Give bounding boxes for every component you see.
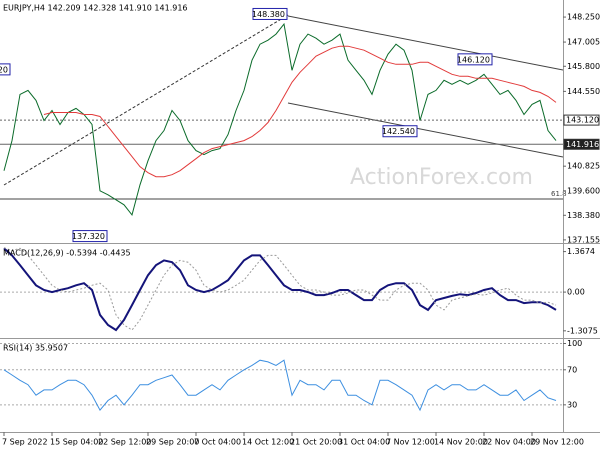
annotation-box [72, 230, 108, 243]
trend-line [3, 14, 289, 186]
series-line [3, 247, 557, 332]
x-tick-label: 14 Nov 20:00 [434, 438, 488, 447]
annotation: 146.120 [457, 55, 490, 64]
annotation: 137.320 [72, 232, 105, 241]
x-tick-label: 22 Sep 12:00 [98, 438, 151, 447]
y-tick-label: 139.600 [567, 186, 600, 195]
y-tick-label: 140.825 [567, 162, 600, 171]
price-label: 143.120 [566, 116, 599, 125]
price-label-box [563, 114, 600, 126]
y-tick-label: 30 [567, 400, 577, 409]
y-tick-label: 1.3674 [567, 247, 595, 256]
series-line [3, 359, 557, 412]
price-label: 141.916 [566, 140, 599, 149]
y-tick-label: 145.800 [567, 62, 600, 71]
annotation: 620 [0, 65, 8, 74]
x-tick-label: 31 Oct 04:00 [338, 438, 390, 447]
x-tick-label: 29 Nov 12:00 [530, 438, 584, 447]
x-tick-label: 15 Sep 04:00 [50, 438, 103, 447]
x-tick-label: 7 Sep 2022 [2, 438, 48, 447]
x-tick-label: 7 Nov 12:00 [386, 438, 435, 447]
panel-title: RSI(14) 35.9507 [3, 344, 68, 353]
annotation-box [0, 63, 11, 76]
price-label-box [563, 138, 600, 150]
annotation: 148.380 [252, 10, 285, 19]
x-tick-label: 14 Oct 12:00 [242, 438, 294, 447]
x-tick-label: 21 Oct 20:00 [290, 438, 342, 447]
fib-label: 61.8 [551, 190, 567, 198]
x-tick-label: 22 Nov 04:00 [482, 438, 536, 447]
channel-line [287, 15, 564, 71]
y-tick-label: 148.250 [567, 13, 600, 22]
series-line [3, 22, 557, 216]
panel-title: EURJPY,H4 142.209 142.328 141.910 141.91… [3, 4, 188, 13]
annotation-box [382, 125, 418, 138]
y-tick-label: 138.380 [567, 211, 600, 220]
annotation: 142.540 [382, 127, 415, 136]
y-tick-label: -1.3075 [567, 326, 598, 335]
y-tick-label: 137.155 [567, 235, 600, 244]
annotation-box [457, 53, 493, 66]
x-tick-label: 7 Oct 04:00 [194, 438, 241, 447]
y-tick-label: 70 [567, 365, 577, 374]
y-tick-label: 147.005 [567, 38, 600, 47]
panel-title: MACD(12,26,9) -0.5394 -0.4435 [3, 249, 131, 258]
series-line [3, 247, 557, 331]
series-line [43, 45, 557, 178]
y-tick-label: 0.00 [567, 288, 585, 297]
y-tick-label: 100 [567, 339, 582, 348]
y-tick-label: 144.550 [567, 87, 600, 96]
watermark: ActionForex.com [350, 165, 533, 190]
channel-line [287, 102, 564, 158]
x-tick-label: 29 Sep 20:00 [146, 438, 199, 447]
annotation-box [252, 7, 288, 20]
